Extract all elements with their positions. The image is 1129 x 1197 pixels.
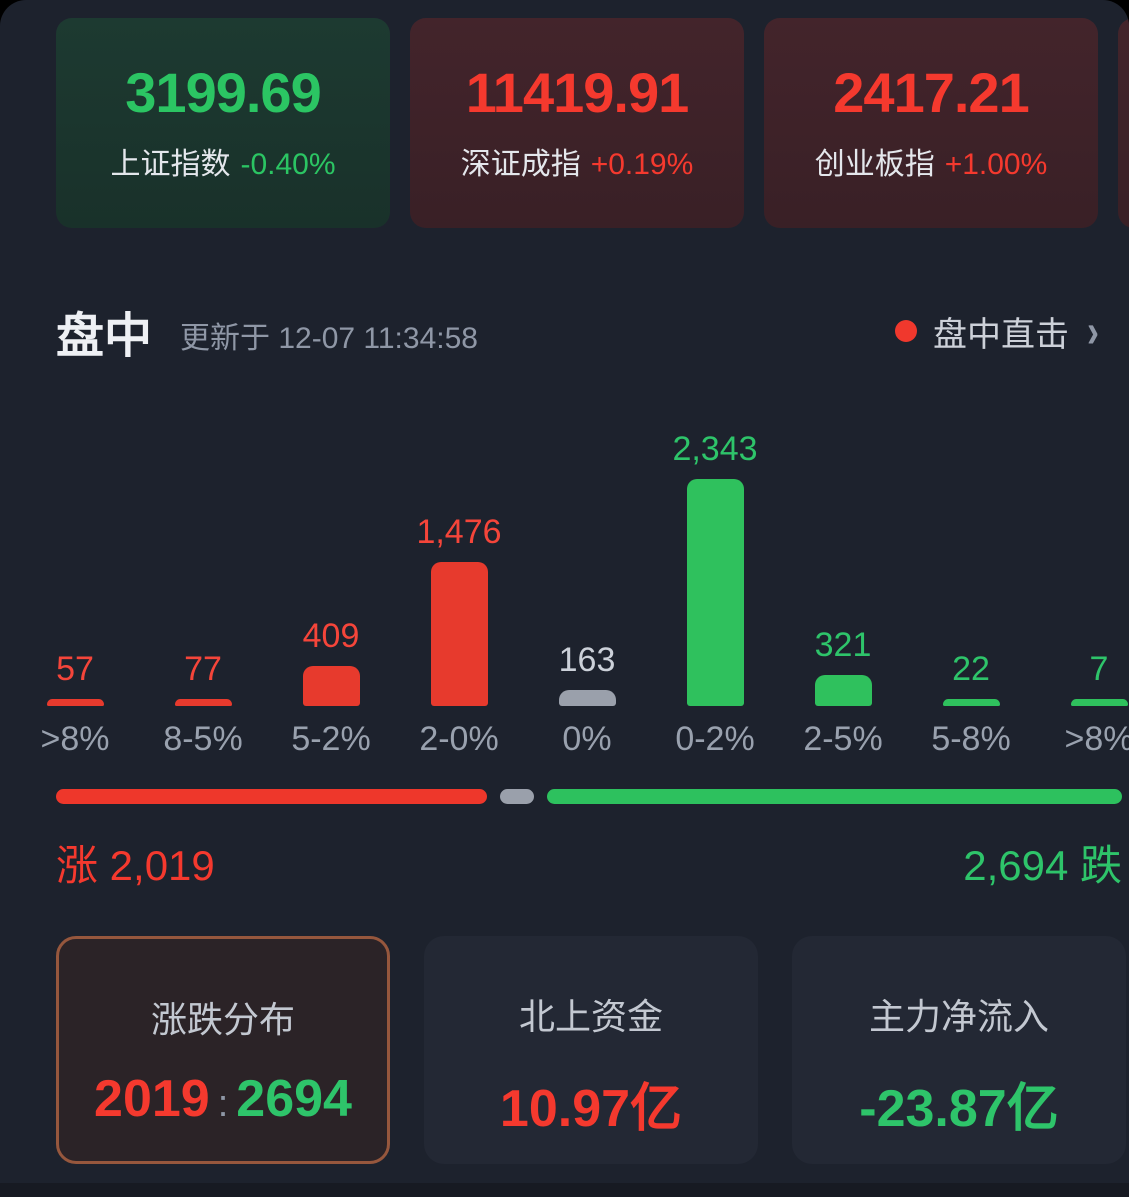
summary-label: 北上资金 xyxy=(518,996,663,1037)
x-axis-label: 5-2% xyxy=(291,720,371,758)
section-header: 盘中 更新于 12-07 11:34:58 盘中直击 › xyxy=(56,296,1099,366)
bottom-divider xyxy=(0,1183,1129,1197)
bar-value-label: 2,343 xyxy=(672,430,758,468)
bar-value-label: 1,476 xyxy=(416,513,502,551)
bar-value-label: 57 xyxy=(56,650,94,688)
bar-value-label: 163 xyxy=(558,641,616,679)
ratio-colon: : xyxy=(217,1083,229,1125)
decliners-total: 2694 xyxy=(236,1070,352,1128)
index-value: 11419.91 xyxy=(465,61,689,124)
distribution-bar xyxy=(942,699,1000,706)
index-card-chinext[interactable]: 2417.21 创业板指 +1.00% xyxy=(764,18,1098,228)
distribution-bar xyxy=(814,675,872,706)
chart-column: 77 8-5% xyxy=(139,430,267,759)
index-name: 深证成指 xyxy=(460,148,581,181)
chart-column: 22 5-8% xyxy=(907,430,1035,759)
tab-main-net-inflow[interactable]: 主力净流入 -23.87亿 xyxy=(792,936,1126,1164)
chart-column: 57 >8% xyxy=(11,430,139,759)
live-link-label: 盘中直击 xyxy=(933,315,1069,354)
unchanged-segment xyxy=(499,789,535,804)
advance-decline-counts: 涨 2,019 2,694 跌 xyxy=(56,832,1122,893)
updated-timestamp: 更新于 12-07 11:34:58 xyxy=(180,322,478,355)
live-market-link[interactable]: 盘中直击 › xyxy=(895,303,1099,357)
index-card-shanghai[interactable]: 3199.69 上证指数 -0.40% xyxy=(56,18,390,228)
summary-card-row: 涨跌分布 2019:2694 北上资金 10.97亿 主力净流入 -23.87亿 xyxy=(56,936,1129,1164)
chart-column: 1,476 2-0% xyxy=(395,430,523,759)
advancers-segment xyxy=(56,789,487,804)
x-axis-label: 2-5% xyxy=(803,720,883,758)
decliners-count: 2,694 跌 xyxy=(963,842,1122,889)
net-inflow-value: -23.87亿 xyxy=(859,1080,1059,1138)
x-axis-label: 5-8% xyxy=(931,720,1011,758)
northbound-value: 10.97亿 xyxy=(499,1080,683,1138)
chart-column: 321 2-5% xyxy=(779,430,907,759)
chart-column: 7 >8% xyxy=(1035,430,1129,759)
chart-column: 163 0% xyxy=(523,430,651,759)
distribution-bar xyxy=(174,699,232,706)
index-name: 上证指数 xyxy=(110,148,231,181)
section-title: 盘中 xyxy=(56,310,153,363)
distribution-bar xyxy=(46,699,104,706)
bar-value-label: 22 xyxy=(952,650,990,688)
advancers-count: 涨 2,019 xyxy=(56,842,215,889)
bar-value-label: 7 xyxy=(1089,650,1109,688)
chart-column: 409 5-2% xyxy=(267,430,395,759)
index-card-shenzhen[interactable]: 11419.91 深证成指 +0.19% xyxy=(410,18,744,228)
advance-decline-bar xyxy=(56,789,1122,804)
distribution-bar xyxy=(430,562,488,706)
index-card-peek[interactable] xyxy=(1118,18,1129,228)
bar-value-label: 77 xyxy=(184,650,222,688)
index-value: 2417.21 xyxy=(833,61,1029,124)
x-axis-label: 2-0% xyxy=(419,720,499,758)
distribution-bar xyxy=(1070,699,1128,706)
x-axis-label: 8-5% xyxy=(163,720,243,758)
advancers-total: 2019 xyxy=(94,1070,210,1128)
index-change: +0.19% xyxy=(590,148,694,181)
distribution-bar xyxy=(302,666,360,706)
tab-updown-distribution[interactable]: 涨跌分布 2019:2694 xyxy=(56,936,390,1164)
distribution-chart: 57 >8% 77 8-5% 409 5-2% 1,476 2-0% 163 0% 2,343 0-2… xyxy=(11,430,1129,759)
bar-value-label: 321 xyxy=(814,626,872,664)
summary-label: 涨跌分布 xyxy=(150,999,295,1040)
index-card-row: 3199.69 上证指数 -0.40% 11419.91 深证成指 +0.19% 2… xyxy=(56,18,1129,228)
decliners-segment xyxy=(547,789,1122,804)
x-axis-label: >8% xyxy=(1064,720,1129,758)
x-axis-label: 0-2% xyxy=(675,720,755,758)
x-axis-label: 0% xyxy=(562,720,612,758)
index-name: 创业板指 xyxy=(814,148,935,181)
bar-value-label: 409 xyxy=(302,617,360,655)
chevron-right-icon: › xyxy=(1087,303,1099,357)
chart-column: 2,343 0-2% xyxy=(651,430,779,759)
distribution-bar xyxy=(558,690,616,706)
index-change: -0.40% xyxy=(240,148,336,181)
index-change: +1.00% xyxy=(944,148,1048,181)
tab-northbound-funds[interactable]: 北上资金 10.97亿 xyxy=(424,936,758,1164)
distribution-bar xyxy=(686,479,744,706)
summary-label: 主力净流入 xyxy=(868,996,1049,1037)
live-dot-icon xyxy=(895,320,917,342)
index-value: 3199.69 xyxy=(125,61,321,124)
x-axis-label: >8% xyxy=(40,720,110,758)
